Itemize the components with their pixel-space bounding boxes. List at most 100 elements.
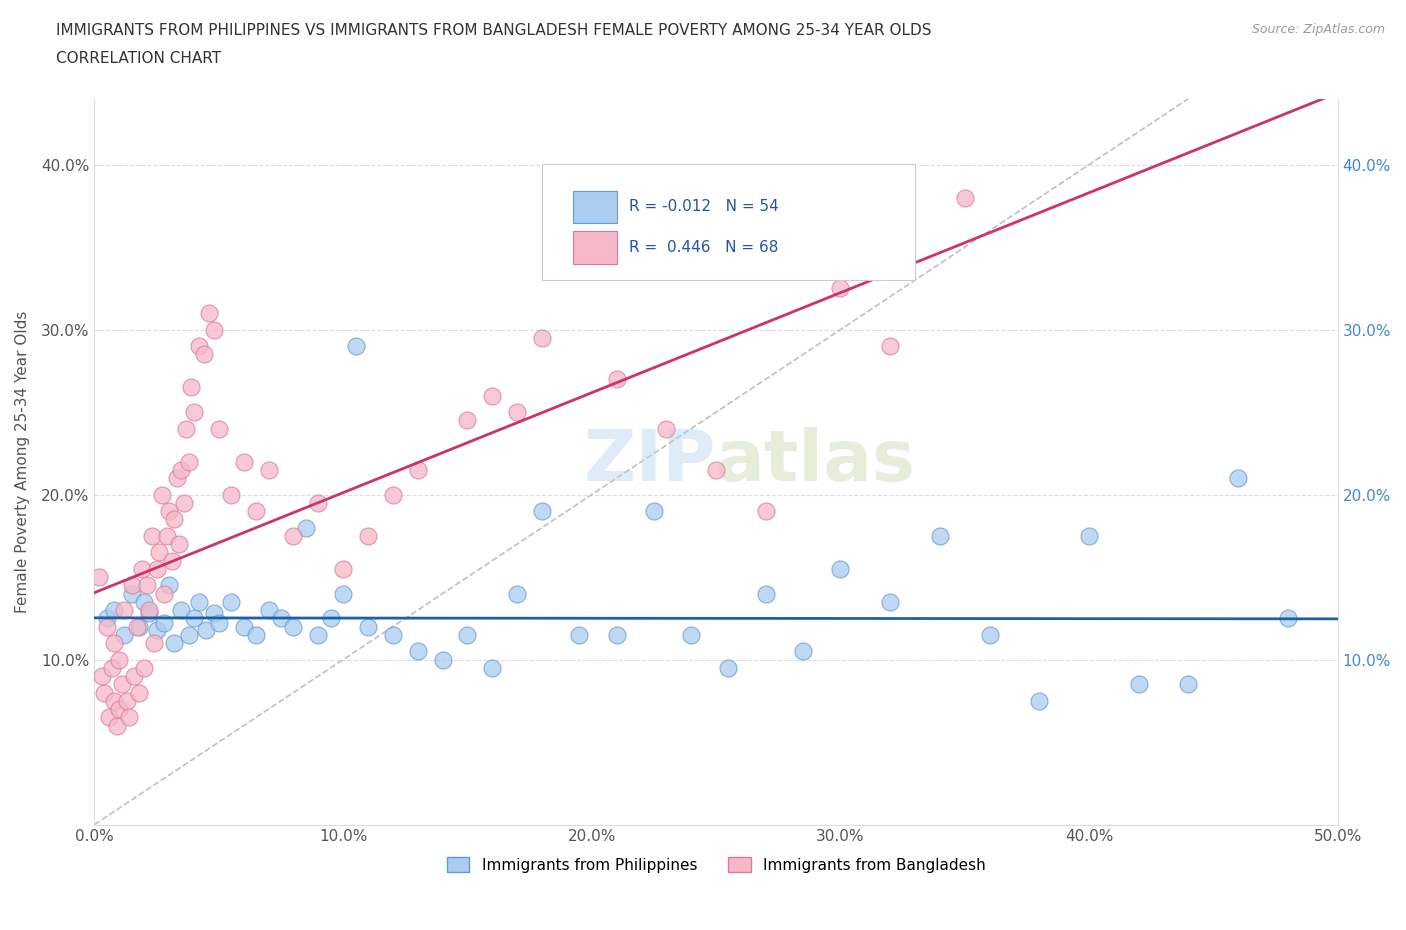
Point xyxy=(202,322,225,337)
Point xyxy=(979,628,1001,643)
Point xyxy=(406,644,429,658)
Point xyxy=(283,619,305,634)
Point xyxy=(193,347,215,362)
Point xyxy=(755,586,778,601)
Point xyxy=(180,380,202,395)
Point xyxy=(103,603,125,618)
Point xyxy=(555,240,578,255)
Point xyxy=(157,578,180,592)
Point xyxy=(332,586,354,601)
Point xyxy=(830,562,852,577)
Point xyxy=(125,619,148,634)
Point xyxy=(138,606,160,621)
Point xyxy=(89,570,111,585)
Point xyxy=(1177,677,1199,692)
Point xyxy=(141,528,163,543)
Point xyxy=(245,504,267,519)
Point xyxy=(568,628,591,643)
Point xyxy=(145,562,167,577)
Point xyxy=(112,628,135,643)
Point xyxy=(122,669,145,684)
Point xyxy=(245,628,267,643)
Point xyxy=(319,611,342,626)
Point xyxy=(1227,471,1250,485)
Text: ZIP: ZIP xyxy=(583,427,716,496)
Point xyxy=(160,553,183,568)
Point xyxy=(115,694,138,709)
Point xyxy=(105,718,128,733)
Point xyxy=(717,660,740,675)
Point xyxy=(170,462,193,477)
Point xyxy=(131,562,153,577)
Point xyxy=(232,454,254,469)
Point xyxy=(134,660,156,675)
Point xyxy=(202,606,225,621)
Point xyxy=(121,586,143,601)
Point xyxy=(155,528,177,543)
Point xyxy=(128,685,150,700)
Point xyxy=(295,520,318,535)
Point xyxy=(111,677,134,692)
Point xyxy=(357,619,380,634)
Point xyxy=(177,628,200,643)
Point xyxy=(432,652,454,667)
Point xyxy=(183,405,205,419)
Legend: Immigrants from Philippines, Immigrants from Bangladesh: Immigrants from Philippines, Immigrants … xyxy=(440,850,991,879)
Text: IMMIGRANTS FROM PHILIPPINES VS IMMIGRANTS FROM BANGLADESH FEMALE POVERTY AMONG 2: IMMIGRANTS FROM PHILIPPINES VS IMMIGRANT… xyxy=(56,23,932,38)
Point xyxy=(270,611,292,626)
Point xyxy=(98,710,121,724)
Point xyxy=(195,622,218,637)
Point xyxy=(176,421,198,436)
Point xyxy=(108,701,131,716)
Point xyxy=(135,578,157,592)
Point xyxy=(257,462,280,477)
Point xyxy=(232,619,254,634)
Point xyxy=(134,594,156,609)
Point xyxy=(606,372,628,387)
Y-axis label: Female Poverty Among 25-34 Year Olds: Female Poverty Among 25-34 Year Olds xyxy=(15,311,30,613)
Text: atlas: atlas xyxy=(716,427,915,496)
Point xyxy=(530,504,553,519)
Point xyxy=(704,462,727,477)
Bar xyxy=(574,191,617,223)
Text: R =  0.446   N = 68: R = 0.446 N = 68 xyxy=(628,240,779,255)
Point xyxy=(219,487,242,502)
Point xyxy=(96,619,118,634)
Point xyxy=(381,628,404,643)
Point xyxy=(381,487,404,502)
Point xyxy=(138,603,160,618)
Point xyxy=(90,669,112,684)
Point xyxy=(606,628,628,643)
Point xyxy=(112,603,135,618)
Point xyxy=(166,471,188,485)
Point xyxy=(150,487,173,502)
Point xyxy=(103,636,125,651)
Text: CORRELATION CHART: CORRELATION CHART xyxy=(56,51,221,66)
Point xyxy=(456,628,478,643)
Point xyxy=(118,710,141,724)
Point xyxy=(481,388,503,403)
Point xyxy=(655,421,678,436)
Point xyxy=(128,619,150,634)
Point xyxy=(307,496,329,511)
Point xyxy=(121,578,143,592)
Point xyxy=(830,281,852,296)
FancyBboxPatch shape xyxy=(541,164,915,280)
Point xyxy=(357,528,380,543)
Point xyxy=(792,644,814,658)
Point xyxy=(1028,694,1050,709)
Point xyxy=(928,528,950,543)
Point xyxy=(530,330,553,345)
Point xyxy=(1078,528,1101,543)
Point xyxy=(101,660,124,675)
Point xyxy=(879,594,901,609)
Point xyxy=(643,504,665,519)
Point xyxy=(145,622,167,637)
Text: Source: ZipAtlas.com: Source: ZipAtlas.com xyxy=(1251,23,1385,36)
Point xyxy=(173,496,195,511)
Point xyxy=(481,660,503,675)
Point xyxy=(879,339,901,353)
Point xyxy=(332,562,354,577)
Point xyxy=(157,504,180,519)
Point xyxy=(167,537,190,551)
